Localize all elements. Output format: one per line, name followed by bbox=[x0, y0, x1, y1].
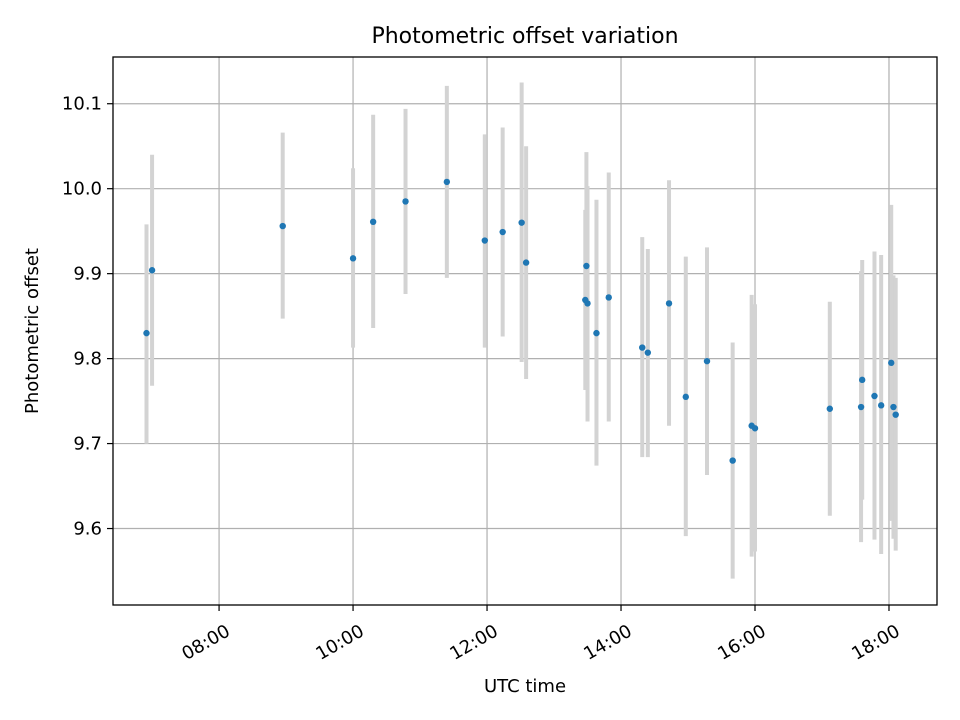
data-point bbox=[148, 267, 156, 274]
chart-title: Photometric offset variation bbox=[371, 24, 678, 49]
data-point bbox=[583, 262, 590, 270]
y-axis: 9.6 9.7 9.8 9.9 10.0 10.1 bbox=[62, 94, 113, 540]
y-tick-label: 9.6 bbox=[73, 519, 102, 540]
y-tick-label: 9.9 bbox=[73, 264, 102, 285]
data-point bbox=[279, 222, 286, 230]
data-point bbox=[143, 329, 150, 337]
x-axis-title: UTC time bbox=[484, 676, 566, 697]
data-point bbox=[584, 300, 591, 307]
data-point bbox=[871, 392, 878, 400]
data-point bbox=[443, 178, 451, 186]
data-point bbox=[890, 403, 897, 411]
data-point bbox=[369, 218, 377, 226]
data-point bbox=[888, 359, 895, 367]
data-point bbox=[729, 457, 736, 464]
y-tick-label: 10.1 bbox=[62, 94, 102, 115]
data-point bbox=[605, 294, 612, 301]
data-point bbox=[877, 402, 885, 409]
data-point bbox=[826, 405, 834, 412]
data-point bbox=[518, 219, 525, 226]
data-point bbox=[349, 255, 357, 262]
y-tick-label: 10.0 bbox=[62, 179, 102, 200]
y-axis-title: Photometric offset bbox=[22, 248, 43, 414]
data-point bbox=[644, 349, 652, 356]
data-point bbox=[751, 425, 759, 432]
data-point bbox=[857, 403, 865, 411]
data-point bbox=[682, 393, 689, 401]
data-point bbox=[593, 329, 600, 337]
data-point bbox=[499, 228, 506, 236]
data-point bbox=[522, 259, 530, 266]
y-tick-label: 9.7 bbox=[73, 434, 102, 455]
data-point bbox=[481, 237, 489, 244]
data-point bbox=[892, 411, 899, 418]
data-point bbox=[639, 344, 646, 351]
data-points bbox=[143, 178, 899, 464]
data-point bbox=[858, 376, 866, 384]
data-point bbox=[703, 357, 711, 365]
y-tick-label: 9.8 bbox=[73, 349, 102, 370]
data-point bbox=[402, 198, 409, 205]
data-point bbox=[665, 300, 673, 307]
plot-frame bbox=[112, 56, 938, 606]
